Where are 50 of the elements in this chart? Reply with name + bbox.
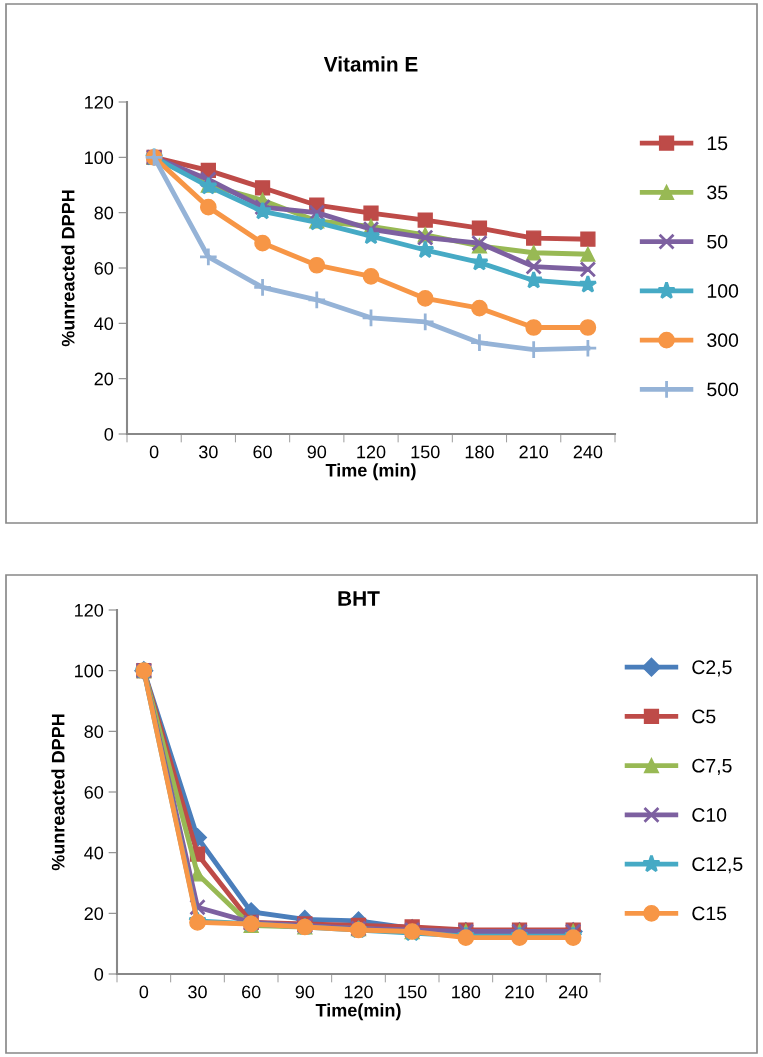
y-tick-label: 20 [84, 907, 104, 921]
x-tick-label: 150 [411, 445, 440, 459]
y-axis-title: %unreacted DPPH [61, 190, 75, 347]
x-tick-label: 30 [198, 445, 218, 459]
y-tick-label: 20 [94, 372, 114, 386]
y-tick-label: 40 [94, 317, 114, 331]
legend-label: 15 [707, 136, 728, 151]
x-tick-label: 120 [357, 445, 386, 459]
chart-title: BHT [338, 591, 380, 606]
chart-title: Vitamin E [323, 56, 418, 72]
y-tick-label: 80 [94, 206, 114, 220]
legend-label: C2,5 [692, 660, 732, 677]
legend-label: C10 [692, 808, 727, 822]
x-tick-label: 30 [188, 985, 207, 999]
x-tick-label: 180 [452, 985, 481, 999]
legend-label: C15 [692, 906, 727, 921]
y-tick-label: 0 [94, 967, 104, 981]
legend-label: 35 [707, 185, 728, 200]
x-tick-label: 210 [505, 985, 534, 999]
x-axis-title: Time (min) [325, 463, 416, 481]
x-tick-label: 60 [253, 445, 272, 459]
legend-label: C5 [692, 709, 716, 724]
y-tick-label: 40 [84, 846, 104, 860]
x-tick-label: 180 [465, 445, 494, 459]
legend-label: 500 [707, 382, 739, 397]
y-tick-label: 80 [84, 725, 104, 739]
x-tick-label: 90 [307, 445, 327, 459]
legend-label: 50 [707, 234, 728, 249]
x-axis-title: Time(min) [315, 1003, 401, 1021]
legend-label: C12,5 [692, 857, 743, 874]
legend-label: 300 [707, 333, 739, 348]
x-tick-label: 120 [344, 985, 373, 999]
y-tick-label: 100 [85, 151, 114, 165]
y-tick-label: 100 [75, 664, 104, 678]
x-tick-label: 240 [573, 445, 603, 459]
x-tick-label: 150 [398, 985, 427, 999]
x-tick-label: 0 [139, 985, 149, 999]
x-tick-label: 60 [242, 985, 261, 999]
y-axis-title: %unreacted DPPH [51, 714, 65, 871]
y-tick-label: 60 [84, 785, 104, 799]
y-tick-label: 60 [94, 261, 114, 275]
x-tick-label: 90 [295, 985, 315, 999]
y-tick-label: 120 [85, 95, 114, 109]
legend-label: C7,5 [692, 758, 732, 775]
x-tick-label: 240 [559, 985, 588, 999]
y-tick-label: 120 [75, 603, 104, 617]
y-tick-label: 0 [104, 427, 114, 441]
x-tick-label: 210 [519, 445, 549, 459]
legend-label: 100 [707, 284, 739, 298]
x-tick-label: 0 [149, 445, 159, 459]
